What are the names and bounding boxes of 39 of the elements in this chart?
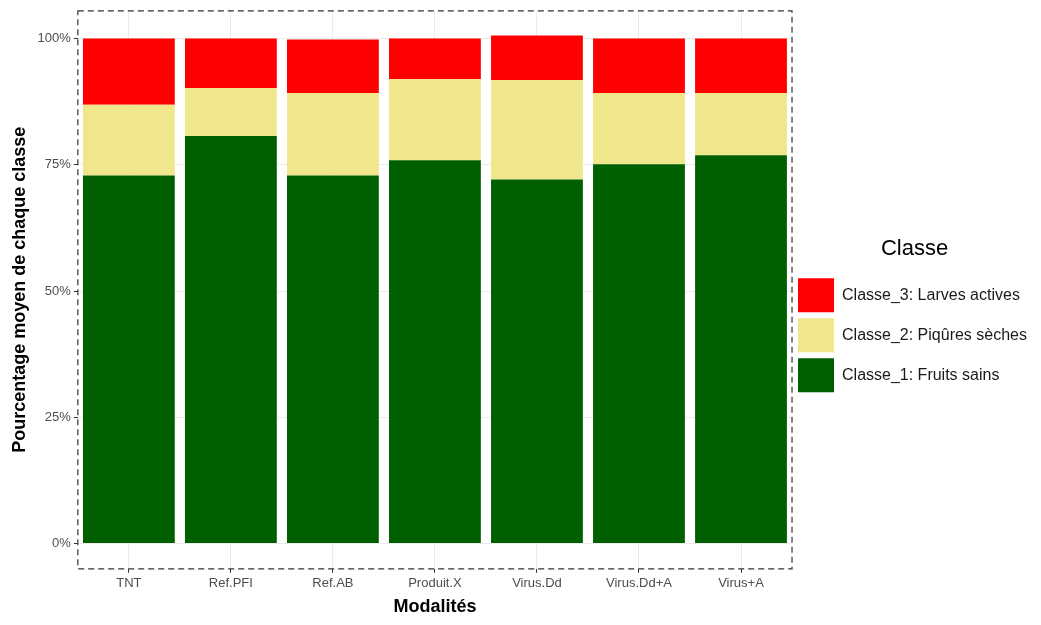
bar xyxy=(389,78,481,161)
bar xyxy=(491,179,583,544)
legend-label: Classe_1: Fruits sains xyxy=(842,365,1000,384)
bar xyxy=(695,38,787,94)
x-tick-label: Virus+A xyxy=(718,575,765,591)
bar xyxy=(82,175,175,544)
y-tick-label: 50% xyxy=(44,282,72,298)
bar xyxy=(184,38,277,89)
bar xyxy=(695,155,787,544)
legend-label: Classe_2: Piqûres sèches xyxy=(842,325,1027,344)
y-tick-label: 100% xyxy=(37,30,72,46)
bar xyxy=(287,175,379,544)
bar xyxy=(82,104,175,176)
x-tick-label: Produit.X xyxy=(408,575,462,591)
y-tick-label: 75% xyxy=(44,156,72,172)
bar xyxy=(184,136,277,544)
bar xyxy=(593,38,685,94)
bar xyxy=(389,38,481,79)
bar xyxy=(287,93,379,176)
bar xyxy=(491,35,583,80)
y-axis-title: Pourcentage moyen de chaque classe xyxy=(8,126,29,453)
legend-label: Classe_3: Larves actives xyxy=(842,285,1020,304)
bar xyxy=(184,88,277,137)
bar xyxy=(82,38,175,105)
x-tick-label: Ref.AB xyxy=(312,575,354,591)
x-tick-label: Virus.Dd xyxy=(512,575,562,591)
bar xyxy=(695,93,787,156)
x-tick-label: Virus.Dd+A xyxy=(606,575,673,591)
bar xyxy=(491,79,583,180)
x-axis-title: Modalités xyxy=(393,596,477,617)
x-tick-label: TNT xyxy=(116,575,142,591)
bar xyxy=(389,160,481,544)
bar xyxy=(593,93,685,165)
bar xyxy=(287,39,379,94)
y-tick-label: 0% xyxy=(52,535,72,551)
y-tick-label: 25% xyxy=(44,408,72,424)
x-tick-label: Ref.PFI xyxy=(208,575,253,591)
bar xyxy=(593,164,685,544)
legend-title: Classe xyxy=(880,234,949,260)
